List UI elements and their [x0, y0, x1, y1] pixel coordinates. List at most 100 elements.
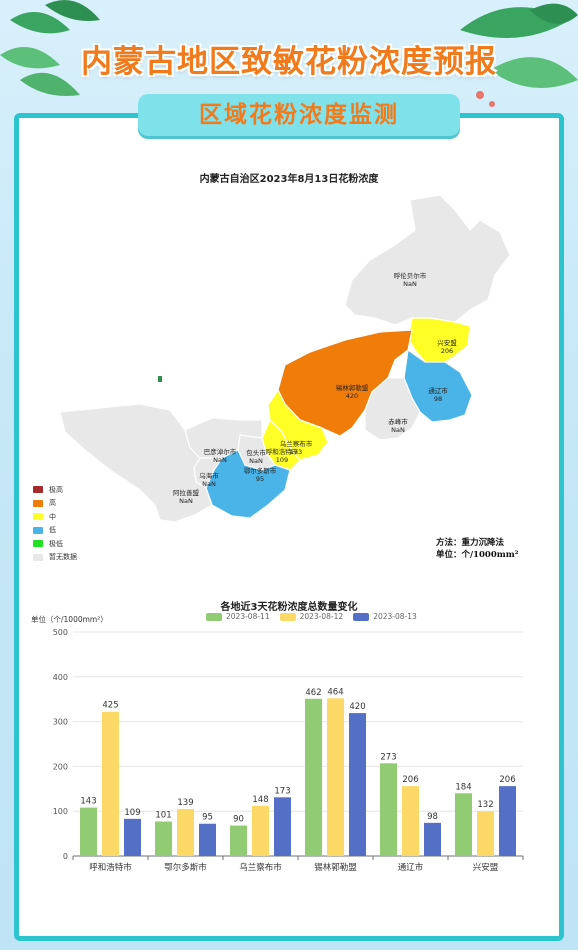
map-region-name: 乌海市: [199, 471, 219, 480]
chart-legend-label: 2023-08-11: [226, 612, 270, 621]
bar: [274, 797, 291, 856]
leaf-decoration-right: [460, 3, 578, 107]
data-label: 206: [499, 775, 515, 785]
bar: [252, 805, 269, 856]
method-note: 方法：重力沉降法 单位：个/1000mm²: [436, 537, 518, 561]
data-label: 90: [233, 815, 244, 825]
map-region-name: 呼伦贝尔市: [394, 271, 427, 280]
y-tick-label: 200: [53, 762, 68, 771]
region-alxa[interactable]: [59, 403, 213, 523]
map-region-name: 赤峰市: [388, 417, 408, 426]
leaf-decoration-left: [0, 0, 100, 96]
x-tick-label: 通辽市: [398, 862, 424, 873]
data-label: 173: [274, 786, 290, 796]
map-region-value: NaN: [179, 497, 193, 505]
bar: [155, 821, 172, 856]
map-region-name: 锡林郭勒盟: [336, 383, 369, 392]
map-region-name: 阿拉善盟: [173, 488, 200, 497]
x-tick-label: 乌兰察布市: [239, 862, 282, 873]
method-text: 方法：重力沉降法: [436, 538, 505, 548]
y-tick-label: 100: [53, 807, 68, 816]
legend-swatch: [33, 486, 43, 494]
data-label: 95: [202, 813, 213, 823]
y-axis-label: 单位（个/1000mm²）: [31, 615, 108, 624]
legend-item: 极低: [33, 537, 77, 551]
map-region-value: NaN: [391, 426, 405, 434]
x-tick-label: 兴安盟: [473, 862, 499, 873]
data-label: 206: [402, 775, 418, 785]
map-region-name: 巴彦淖尔市: [204, 447, 237, 456]
data-label: 143: [80, 797, 96, 807]
y-tick-label: 400: [53, 673, 68, 682]
bar: [124, 818, 141, 856]
page-title: 内蒙古地区致敏花粉浓度预报: [81, 44, 497, 80]
bar: [477, 811, 494, 856]
bar: [102, 711, 119, 856]
chart-legend-label: 2023-08-12: [299, 612, 344, 621]
legend-swatch: [33, 499, 43, 507]
map-region-value: NaN: [403, 280, 417, 288]
bar: [177, 808, 194, 856]
legend-swatch: [33, 513, 43, 521]
map-region-value: 109: [276, 456, 288, 464]
data-label: 464: [327, 687, 343, 697]
chart-legend-item[interactable]: 2023-08-13: [353, 612, 417, 621]
chart-legend-item[interactable]: 2023-08-11: [206, 612, 270, 621]
map-legend: 极高高中低极低暂无数据: [33, 483, 77, 564]
y-tick-label: 300: [53, 718, 68, 727]
y-tick-label: 500: [53, 628, 68, 637]
bar: [424, 822, 441, 856]
bar: [380, 763, 397, 856]
bar: [327, 698, 344, 856]
legend-label: 暂无数据: [49, 553, 77, 562]
data-label: 148: [252, 795, 268, 805]
map-region-value: 206: [441, 347, 453, 355]
region-ulanqab[interactable]: [267, 389, 329, 461]
map-region-value: NaN: [213, 456, 227, 464]
region-hinggan[interactable]: [407, 317, 471, 363]
chart-legend-label: 2023-08-13: [373, 612, 417, 621]
legend-item: 低: [33, 524, 77, 538]
bar: [199, 823, 216, 856]
region-chifeng[interactable]: [364, 377, 421, 441]
data-label: 132: [477, 800, 493, 810]
map-region-name: 乌兰察布市: [280, 439, 313, 448]
legend-swatch: [33, 526, 43, 534]
data-label: 139: [177, 798, 193, 808]
map-region-name: 包头市: [246, 448, 266, 457]
legend-swatch: [33, 540, 43, 548]
legend-item: 暂无数据: [33, 551, 77, 565]
legend-item: 极高: [33, 483, 77, 497]
bar: [455, 793, 472, 856]
bar: [230, 825, 247, 856]
bar: [305, 698, 322, 856]
legend-item: 高: [33, 497, 77, 511]
data-label: 420: [349, 702, 365, 712]
y-tick-label: 0: [63, 852, 68, 861]
data-label: 425: [102, 701, 118, 711]
legend-label: 中: [49, 512, 56, 521]
data-label: 273: [380, 752, 396, 762]
chart-legend-item[interactable]: 2023-08-12: [279, 612, 344, 621]
x-tick-label: 呼和浩特市: [89, 862, 132, 873]
map-region-name: 通辽市: [428, 386, 448, 395]
data-label: 462: [305, 688, 321, 698]
chart-legend: 2023-08-11 2023-08-12 2023-08-13: [206, 612, 427, 621]
legend-label: 极低: [49, 539, 63, 548]
map-region-value: 420: [346, 392, 358, 400]
chart-legend-swatch: [279, 612, 296, 621]
region-map: 呼伦贝尔市NaN兴安盟206锡林郭勒盟420通辽市98赤峰市NaN乌兰察布市17…: [59, 194, 511, 523]
x-tick-label: 锡林郭勒盟: [314, 862, 357, 873]
legend-label: 极高: [49, 485, 63, 494]
chart-title: 各地近3天花粉浓度总数量变化: [220, 602, 358, 613]
map-region-value: NaN: [249, 457, 263, 465]
x-tick-label: 鄂尔多斯市: [164, 862, 207, 873]
map-region-name: 鄂尔多斯市: [244, 466, 277, 475]
data-label: 98: [427, 812, 438, 822]
legend-label: 低: [49, 526, 56, 535]
chart-legend-swatch: [206, 612, 222, 621]
map-region-value: 98: [434, 395, 442, 403]
unit-text: 单位：个/1000mm²: [436, 550, 519, 560]
bar: [349, 713, 366, 856]
island-mark: [158, 376, 162, 382]
